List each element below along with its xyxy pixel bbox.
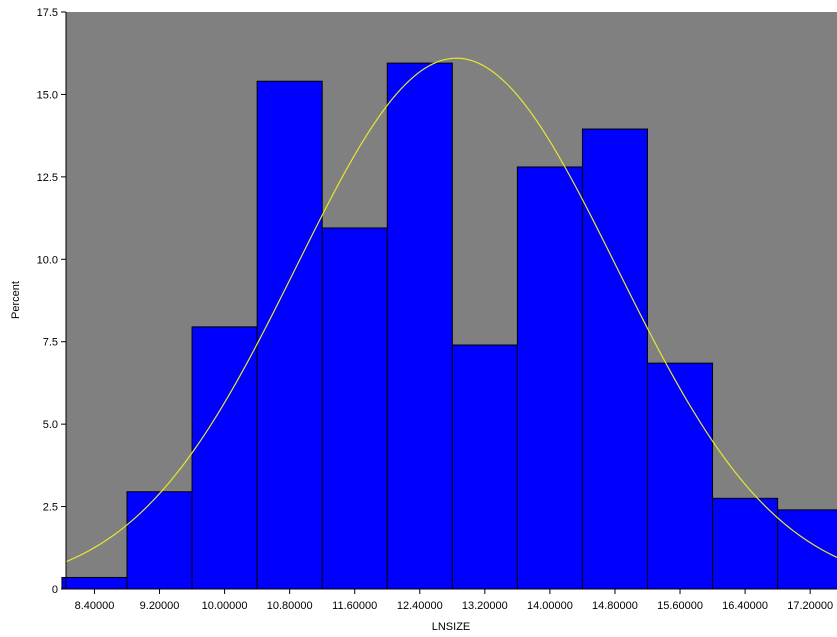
y-tick-label: 12.5 (37, 172, 58, 184)
histogram-bar (777, 509, 837, 590)
y-tick-label: 15.0 (37, 89, 58, 101)
x-tick-label: 17.20000 (787, 600, 833, 612)
histogram-bar (386, 62, 453, 590)
x-tick-label: 15.60000 (657, 600, 703, 612)
x-tick-label: 9.20000 (140, 600, 180, 612)
histogram-bar (647, 362, 714, 590)
y-tick-label: 0 (52, 584, 58, 596)
x-axis-ticks: 8.40000 9.20000 10.00000 10.80000 11.60000 12… (75, 589, 833, 612)
x-axis-title: LNSIZE (432, 621, 471, 633)
y-tick-label: 10.0 (37, 254, 58, 266)
y-axis-ticks: 0 2.5 5.0 7.5 10.0 12.5 15.0 17.5 (37, 7, 66, 596)
y-axis-title: Percent (10, 281, 22, 319)
x-tick-label: 10.00000 (202, 600, 248, 612)
normal-fit-curve (65, 57, 837, 563)
histogram-bar (321, 227, 388, 590)
x-tick-label: 13.20000 (462, 600, 508, 612)
histogram-bar (256, 80, 323, 590)
x-tick-label: 11.60000 (332, 600, 377, 612)
x-tick-label: 8.40000 (75, 600, 115, 612)
histogram-bar (581, 128, 649, 590)
histogram-bar (61, 576, 128, 590)
histogram-bar (126, 491, 193, 590)
y-tick-label: 2.5 (43, 502, 58, 514)
y-tick-label: 7.5 (43, 337, 58, 349)
x-tick-label: 10.80000 (267, 600, 313, 612)
x-tick-label: 14.80000 (592, 600, 638, 612)
histogram-bar (451, 344, 518, 590)
histogram-bar (712, 497, 779, 590)
x-tick-label: 14.00000 (527, 600, 573, 612)
bars-group (61, 62, 837, 590)
histogram-bar (191, 326, 258, 590)
y-tick-label: 5.0 (43, 419, 58, 431)
histogram-bar (516, 166, 583, 590)
x-tick-label: 12.40000 (397, 600, 443, 612)
y-tick-label: 17.5 (37, 7, 58, 19)
x-tick-label: 16.40000 (722, 600, 768, 612)
